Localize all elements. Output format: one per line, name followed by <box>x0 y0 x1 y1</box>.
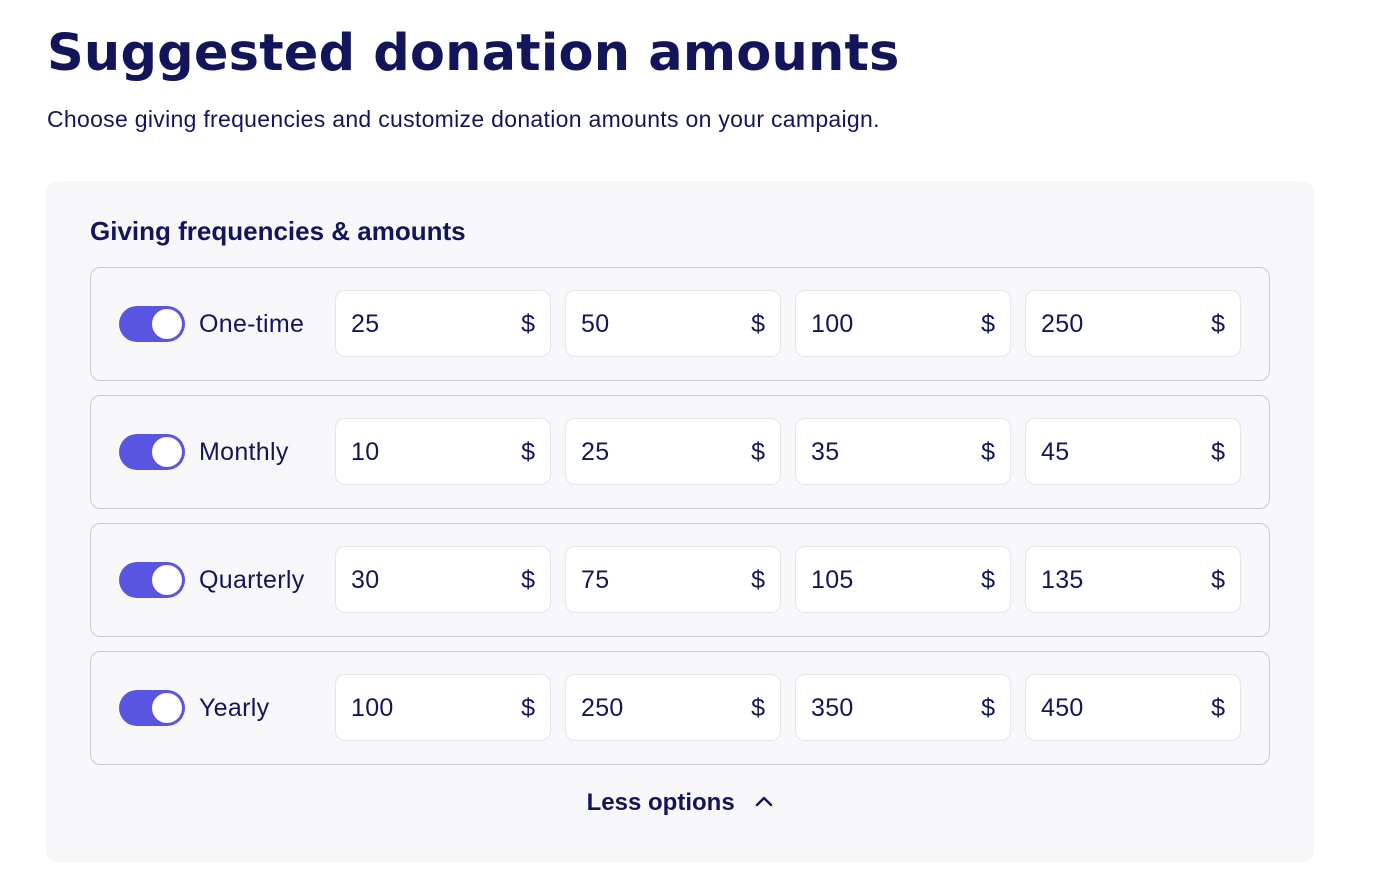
currency-symbol: $ <box>981 438 995 466</box>
amount-value: 135 <box>1041 566 1084 594</box>
amount-input[interactable]: 105 $ <box>795 546 1011 613</box>
page-title: Suggested donation amounts <box>47 24 900 83</box>
currency-symbol: $ <box>981 694 995 722</box>
currency-symbol: $ <box>751 438 765 466</box>
amount-input[interactable]: 135 $ <box>1025 546 1241 613</box>
currency-symbol: $ <box>521 310 535 338</box>
frequency-toggle[interactable] <box>119 562 185 598</box>
amount-input[interactable]: 250 $ <box>1025 290 1241 357</box>
chevron-up-icon <box>756 796 773 806</box>
toggle-knob <box>152 437 182 467</box>
amount-input[interactable]: 50 $ <box>565 290 781 357</box>
amount-value: 75 <box>581 566 610 594</box>
toggle-knob <box>152 565 182 595</box>
frequency-row-one-time: One-time 25 $ 50 $ 100 $ 250 $ <box>90 267 1270 381</box>
amount-input[interactable]: 30 $ <box>335 546 551 613</box>
panel-title: Giving frequencies & amounts <box>90 216 466 246</box>
page-subtitle: Choose giving frequencies and customize … <box>47 106 880 132</box>
currency-symbol: $ <box>751 310 765 338</box>
frequency-row-yearly: Yearly 100 $ 250 $ 350 $ 450 $ <box>90 651 1270 765</box>
amount-input[interactable]: 450 $ <box>1025 674 1241 741</box>
amount-value: 250 <box>1041 310 1084 338</box>
frequency-row-monthly: Monthly 10 $ 25 $ 35 $ 45 $ <box>90 395 1270 509</box>
amount-input[interactable]: 350 $ <box>795 674 1011 741</box>
amount-value: 450 <box>1041 694 1084 722</box>
amount-input[interactable]: 35 $ <box>795 418 1011 485</box>
frequency-label: Quarterly <box>199 566 305 594</box>
amount-input[interactable]: 75 $ <box>565 546 781 613</box>
less-options-button[interactable]: Less options <box>46 787 1314 819</box>
currency-symbol: $ <box>981 566 995 594</box>
currency-symbol: $ <box>751 694 765 722</box>
frequencies-panel: Giving frequencies & amounts One-time 25… <box>46 181 1314 862</box>
frequency-row-quarterly: Quarterly 30 $ 75 $ 105 $ 135 $ <box>90 523 1270 637</box>
amount-input[interactable]: 100 $ <box>795 290 1011 357</box>
currency-symbol: $ <box>751 566 765 594</box>
currency-symbol: $ <box>981 310 995 338</box>
currency-symbol: $ <box>1211 694 1225 722</box>
frequency-label: Monthly <box>199 438 289 466</box>
amount-value: 100 <box>351 694 394 722</box>
frequency-toggle[interactable] <box>119 434 185 470</box>
amount-value: 10 <box>351 438 380 466</box>
amount-value: 30 <box>351 566 380 594</box>
currency-symbol: $ <box>1211 310 1225 338</box>
currency-symbol: $ <box>521 566 535 594</box>
amount-input[interactable]: 10 $ <box>335 418 551 485</box>
amount-value: 50 <box>581 310 610 338</box>
amount-input[interactable]: 25 $ <box>335 290 551 357</box>
amount-value: 350 <box>811 694 854 722</box>
amount-value: 105 <box>811 566 854 594</box>
amount-value: 100 <box>811 310 854 338</box>
currency-symbol: $ <box>521 438 535 466</box>
frequency-toggle[interactable] <box>119 306 185 342</box>
amount-value: 25 <box>581 438 610 466</box>
frequency-toggle[interactable] <box>119 690 185 726</box>
less-options-label: Less options <box>586 789 735 816</box>
frequency-label: One-time <box>199 310 305 338</box>
amount-value: 45 <box>1041 438 1070 466</box>
frequency-label: Yearly <box>199 694 270 722</box>
amount-input[interactable]: 45 $ <box>1025 418 1241 485</box>
currency-symbol: $ <box>1211 438 1225 466</box>
amount-input[interactable]: 25 $ <box>565 418 781 485</box>
amount-value: 35 <box>811 438 840 466</box>
currency-symbol: $ <box>1211 566 1225 594</box>
amount-input[interactable]: 100 $ <box>335 674 551 741</box>
toggle-knob <box>152 309 182 339</box>
amount-value: 250 <box>581 694 624 722</box>
toggle-knob <box>152 693 182 723</box>
currency-symbol: $ <box>521 694 535 722</box>
amount-value: 25 <box>351 310 380 338</box>
amount-input[interactable]: 250 $ <box>565 674 781 741</box>
